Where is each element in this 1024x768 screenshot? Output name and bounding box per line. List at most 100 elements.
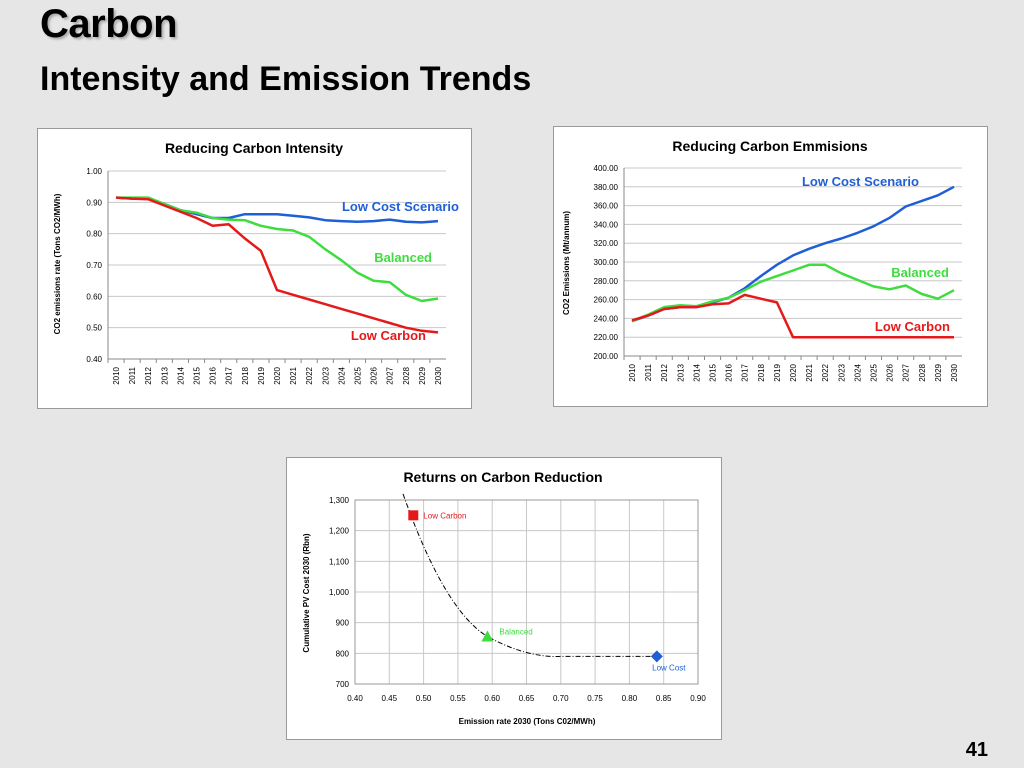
y-tick-label: 240.00 bbox=[594, 314, 619, 323]
y-tick-label: 0.50 bbox=[86, 324, 102, 333]
y-tick-label: 280.00 bbox=[594, 277, 619, 286]
y-tick-label: 1,000 bbox=[329, 588, 350, 597]
series-line-low-cost-scenario bbox=[631, 185, 955, 323]
x-tick-label: 2028 bbox=[402, 366, 411, 384]
x-tick-label: 2024 bbox=[853, 363, 862, 381]
x-tick-label: 2026 bbox=[370, 366, 379, 384]
x-tick-label: 0.40 bbox=[347, 694, 363, 703]
point-label-low-carbon: Low Carbon bbox=[423, 511, 466, 520]
y-tick-label: 300.00 bbox=[594, 258, 619, 267]
x-tick-label: 2017 bbox=[741, 363, 750, 381]
x-tick-label: 0.60 bbox=[484, 694, 500, 703]
x-tick-label: 2020 bbox=[273, 366, 282, 384]
y-tick-label: 800 bbox=[336, 649, 350, 658]
x-tick-label: 2011 bbox=[128, 366, 137, 384]
x-tick-label: 2027 bbox=[902, 363, 911, 381]
x-tick-label: 2020 bbox=[789, 363, 798, 381]
returns-chart: Returns on Carbon Reduction Cumulative P… bbox=[286, 457, 722, 740]
x-tick-label: 2010 bbox=[112, 366, 121, 384]
x-tick-label: 2026 bbox=[886, 363, 895, 381]
y-tick-label: 200.00 bbox=[594, 352, 619, 361]
x-tick-label: 0.70 bbox=[553, 694, 569, 703]
series-label-low-carbon: Low Carbon bbox=[875, 319, 950, 334]
x-tick-label: 2011 bbox=[644, 363, 653, 381]
x-tick-label: 2013 bbox=[160, 366, 169, 384]
trend-curve bbox=[402, 493, 657, 657]
plot-frame bbox=[354, 499, 699, 685]
slide-title: Carbon bbox=[40, 2, 178, 46]
x-tick-label: 2027 bbox=[386, 366, 395, 384]
x-tick-label: 2010 bbox=[628, 363, 637, 381]
y-tick-label: 1,200 bbox=[329, 527, 350, 536]
x-tick-label: 2024 bbox=[337, 366, 346, 384]
y-axis-label: CO2 emissions rate (Tons CO2/MWh) bbox=[53, 193, 62, 334]
y-tick-label: 220.00 bbox=[594, 333, 619, 342]
returns-svg: Returns on Carbon Reduction Cumulative P… bbox=[302, 469, 706, 726]
x-axis-label: Emission rate 2030 (Tons C02/MWh) bbox=[459, 717, 596, 726]
carbon-emissions-chart: Reducing Carbon Emmisions CO2 Emissions … bbox=[553, 126, 988, 407]
x-tick-label: 0.50 bbox=[416, 694, 432, 703]
point-balanced bbox=[481, 630, 494, 642]
x-tick-label: 0.80 bbox=[622, 694, 638, 703]
y-tick-label: 1,100 bbox=[329, 557, 350, 566]
x-tick-label: 2012 bbox=[660, 363, 669, 381]
chart-title: Reducing Carbon Intensity bbox=[165, 140, 343, 156]
y-tick-label: 320.00 bbox=[594, 239, 619, 248]
x-tick-label: 2016 bbox=[725, 363, 734, 381]
x-tick-label: 2017 bbox=[225, 366, 234, 384]
x-tick-label: 2029 bbox=[934, 363, 943, 381]
y-tick-label: 380.00 bbox=[594, 183, 619, 192]
chart-title: Reducing Carbon Emmisions bbox=[672, 138, 867, 154]
x-tick-label: 2018 bbox=[241, 366, 250, 384]
point-low-carbon bbox=[408, 510, 419, 521]
y-tick-label: 400.00 bbox=[594, 164, 619, 173]
y-tick-label: 340.00 bbox=[594, 220, 619, 229]
carbon-intensity-svg: Reducing Carbon Intensity CO2 emissions … bbox=[53, 140, 459, 385]
y-tick-label: 260.00 bbox=[594, 296, 619, 305]
x-tick-label: 2025 bbox=[869, 363, 878, 381]
x-tick-label: 2013 bbox=[676, 363, 685, 381]
series-line-low-carbon bbox=[631, 293, 954, 339]
series-label-low-cost: Low Cost Scenario bbox=[342, 199, 459, 214]
y-axis-label: Cumulative PV Cost 2030 (Rbn) bbox=[302, 533, 311, 652]
chart-title: Returns on Carbon Reduction bbox=[403, 469, 602, 485]
y-tick-label: 0.60 bbox=[86, 292, 102, 301]
slide-subtitle: Intensity and Emission Trends bbox=[40, 60, 532, 98]
x-tick-label: 2030 bbox=[434, 366, 443, 384]
x-tick-label: 2030 bbox=[950, 363, 959, 381]
series-label-balanced: Balanced bbox=[374, 250, 432, 265]
y-tick-label: 700 bbox=[336, 680, 350, 689]
series-line-balanced bbox=[631, 263, 955, 323]
x-tick-label: 0.85 bbox=[656, 694, 672, 703]
x-tick-label: 2018 bbox=[757, 363, 766, 381]
x-tick-label: 2023 bbox=[321, 366, 330, 384]
carbon-emissions-svg: Reducing Carbon Emmisions CO2 Emissions … bbox=[562, 138, 962, 382]
series-line-balanced bbox=[116, 196, 439, 303]
x-tick-label: 2021 bbox=[805, 363, 814, 381]
y-tick-label: 1,300 bbox=[329, 496, 350, 505]
y-tick-label: 0.70 bbox=[86, 261, 102, 270]
x-tick-label: 0.65 bbox=[519, 694, 535, 703]
point-low-cost bbox=[650, 650, 663, 663]
y-tick-label: 0.90 bbox=[86, 198, 102, 207]
x-tick-label: 2014 bbox=[692, 363, 701, 381]
y-tick-label: 1.00 bbox=[86, 167, 102, 176]
page-number: 41 bbox=[965, 739, 988, 761]
x-tick-label: 0.55 bbox=[450, 694, 466, 703]
x-tick-label: 2019 bbox=[773, 363, 782, 381]
x-tick-label: 2015 bbox=[193, 366, 202, 384]
x-tick-label: 2029 bbox=[418, 366, 427, 384]
series-label-balanced: Balanced bbox=[891, 265, 949, 280]
x-tick-label: 2014 bbox=[176, 366, 185, 384]
x-tick-label: 2012 bbox=[144, 366, 153, 384]
x-tick-label: 2019 bbox=[257, 366, 266, 384]
y-tick-label: 360.00 bbox=[594, 202, 619, 211]
carbon-intensity-chart: Reducing Carbon Intensity CO2 emissions … bbox=[37, 128, 472, 409]
x-tick-label: 2023 bbox=[837, 363, 846, 381]
x-tick-label: 2022 bbox=[821, 363, 830, 381]
y-tick-label: 900 bbox=[336, 619, 350, 628]
x-tick-label: 2025 bbox=[353, 366, 362, 384]
y-tick-label: 0.40 bbox=[86, 355, 102, 364]
x-tick-label: 2022 bbox=[305, 366, 314, 384]
series-label-low-cost: Low Cost Scenario bbox=[802, 174, 919, 189]
